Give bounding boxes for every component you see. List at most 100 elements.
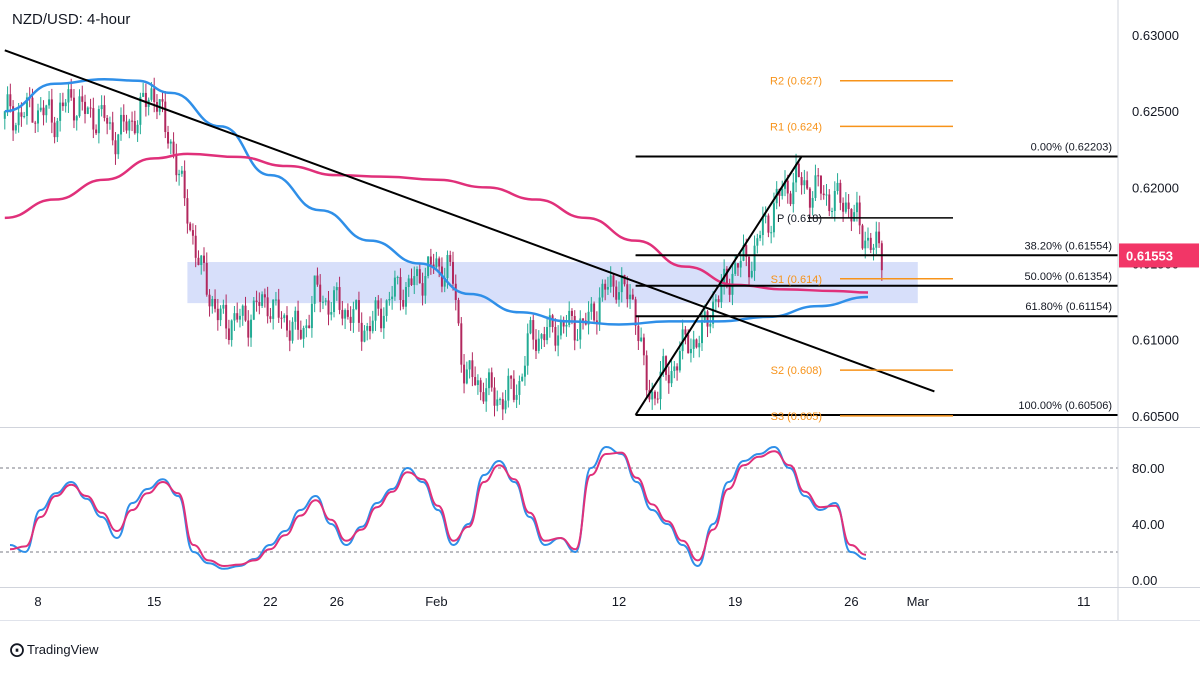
- candle-body: [313, 275, 316, 304]
- candle-body: [631, 294, 634, 300]
- stochastic-pane: [0, 445, 1118, 570]
- candle-body: [750, 270, 753, 278]
- candle-body: [297, 310, 300, 330]
- candle-body: [200, 255, 203, 266]
- support-zone: [187, 262, 918, 304]
- candle-body: [427, 256, 430, 276]
- pivot-level-label: S3 (0.605): [771, 411, 822, 423]
- candle-body: [684, 329, 687, 335]
- candle-body: [487, 372, 490, 389]
- candle-body: [380, 308, 383, 329]
- fib-level-label: 0.00% (0.62203): [1031, 141, 1112, 153]
- candle-body: [167, 132, 170, 144]
- candle-body: [504, 400, 507, 410]
- candle-body: [86, 107, 89, 114]
- candle-body: [175, 153, 178, 176]
- candle-body: [786, 180, 789, 194]
- candle-body: [449, 254, 452, 262]
- candle-body: [465, 369, 468, 384]
- x-tick-label: Mar: [907, 594, 930, 609]
- candle-body: [214, 298, 217, 309]
- candle-body: [772, 203, 775, 233]
- candle-body: [756, 238, 759, 246]
- candle-body: [266, 297, 269, 317]
- candle-body: [39, 107, 42, 111]
- pivot-level-label: R1 (0.624): [770, 121, 822, 133]
- candle-body: [144, 92, 147, 107]
- candle-body: [324, 300, 327, 302]
- candle-body: [822, 193, 825, 196]
- candle-body: [490, 372, 493, 388]
- candle-body: [385, 300, 388, 316]
- stochastic-k-line: [9, 445, 867, 570]
- candle-body: [759, 235, 762, 239]
- candle-body: [108, 122, 111, 124]
- candle-body: [573, 315, 576, 341]
- candle-body: [25, 97, 28, 117]
- candle-body: [53, 122, 56, 138]
- candle-body: [208, 294, 211, 307]
- candle-body: [56, 120, 59, 138]
- candle-body: [811, 197, 814, 208]
- candle-body: [377, 300, 380, 309]
- candle-body: [792, 182, 795, 205]
- candle-body: [460, 323, 463, 365]
- candle-body: [551, 315, 554, 327]
- candle-body: [288, 330, 291, 341]
- candle-body: [479, 380, 482, 393]
- candle-body: [120, 114, 122, 135]
- candle-body: [230, 320, 233, 341]
- candle-body: [17, 112, 20, 126]
- pivot-level-label: S1 (0.614): [771, 274, 822, 286]
- candle-body: [424, 275, 427, 296]
- candle-body: [850, 209, 853, 222]
- tradingview-logo-icon: ⨀: [10, 641, 24, 657]
- candle-body: [836, 182, 839, 192]
- tradingview-brand[interactable]: ⨀ TradingView: [10, 641, 99, 658]
- candle-body: [653, 391, 656, 399]
- candle-body: [612, 275, 615, 287]
- candle-body: [81, 96, 84, 102]
- brand-text: TradingView: [27, 642, 99, 657]
- candle-body: [31, 97, 34, 123]
- candle-body: [623, 274, 626, 285]
- x-tick-label: 12: [612, 594, 626, 609]
- candle-body: [819, 175, 822, 194]
- fib-level-label: 38.20% (0.61554): [1025, 240, 1112, 252]
- candle-body: [92, 108, 95, 130]
- candle-body: [548, 315, 551, 328]
- candle-body: [432, 264, 435, 267]
- candle-body: [429, 256, 432, 265]
- y-tick-label: 0.60500: [1132, 409, 1179, 424]
- candle-body: [736, 263, 739, 268]
- x-tick-label: 26: [330, 594, 344, 609]
- candle-body: [717, 299, 720, 303]
- candle-body: [526, 333, 529, 366]
- candle-body: [667, 374, 670, 384]
- candle-body: [764, 215, 767, 217]
- candle-body: [338, 287, 341, 310]
- candle-body: [482, 392, 485, 402]
- candle-body: [463, 364, 466, 384]
- candle-body: [651, 391, 654, 400]
- candle-body: [659, 371, 662, 400]
- candle-body: [388, 299, 391, 301]
- candle-body: [781, 188, 784, 196]
- candle-body: [645, 355, 648, 391]
- candle-body: [333, 290, 336, 313]
- candle-body: [319, 284, 322, 302]
- candle-body: [770, 232, 773, 234]
- candle-body: [34, 122, 37, 124]
- candle-body: [496, 399, 499, 406]
- candle-body: [734, 263, 737, 274]
- candle-body: [305, 325, 308, 329]
- candle-body: [784, 180, 786, 189]
- x-tick-label: 22: [263, 594, 277, 609]
- candle-body: [164, 101, 167, 133]
- candle-body: [537, 338, 540, 351]
- candle-body: [97, 109, 100, 134]
- candle-body: [360, 322, 363, 342]
- candle-body: [310, 303, 313, 329]
- candle-body: [656, 398, 659, 400]
